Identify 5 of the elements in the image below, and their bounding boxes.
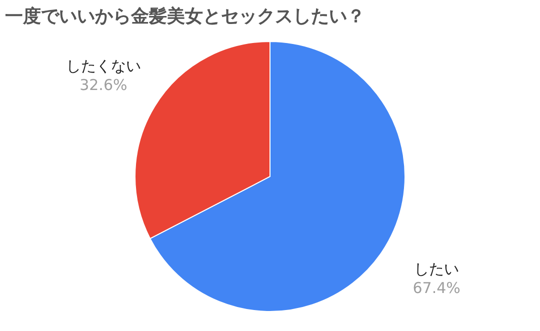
slice-label: したい (414, 260, 460, 278)
slice-label: したくない (66, 57, 141, 76)
data-label: 67.4% (412, 278, 460, 297)
chart-title: 一度でいいから金髪美女とセックスしたい？ (5, 6, 365, 27)
data-label: 32.6% (80, 76, 128, 94)
